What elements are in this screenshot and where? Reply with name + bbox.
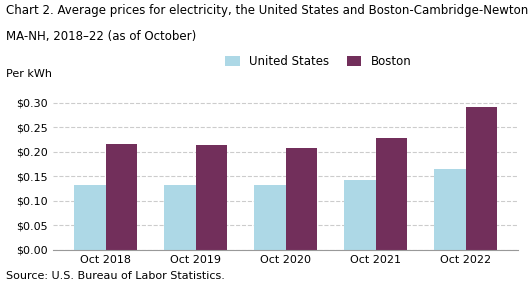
Bar: [376, 138, 407, 250]
Text: Per kWh: Per kWh: [6, 69, 52, 79]
Bar: [164, 185, 196, 250]
Text: Source: U.S. Bureau of Labor Statistics.: Source: U.S. Bureau of Labor Statistics.: [6, 271, 225, 281]
Bar: [434, 169, 466, 250]
Bar: [196, 145, 227, 250]
Bar: [74, 185, 106, 250]
Text: MA-NH, 2018–22 (as of October): MA-NH, 2018–22 (as of October): [6, 30, 197, 43]
Text: Chart 2. Average prices for electricity, the United States and Boston-Cambridge-: Chart 2. Average prices for electricity,…: [6, 4, 529, 17]
Bar: [286, 148, 317, 250]
Legend: United States, Boston: United States, Boston: [225, 55, 411, 68]
Bar: [106, 144, 137, 250]
Bar: [344, 180, 376, 250]
Bar: [254, 185, 286, 250]
Bar: [466, 107, 497, 250]
